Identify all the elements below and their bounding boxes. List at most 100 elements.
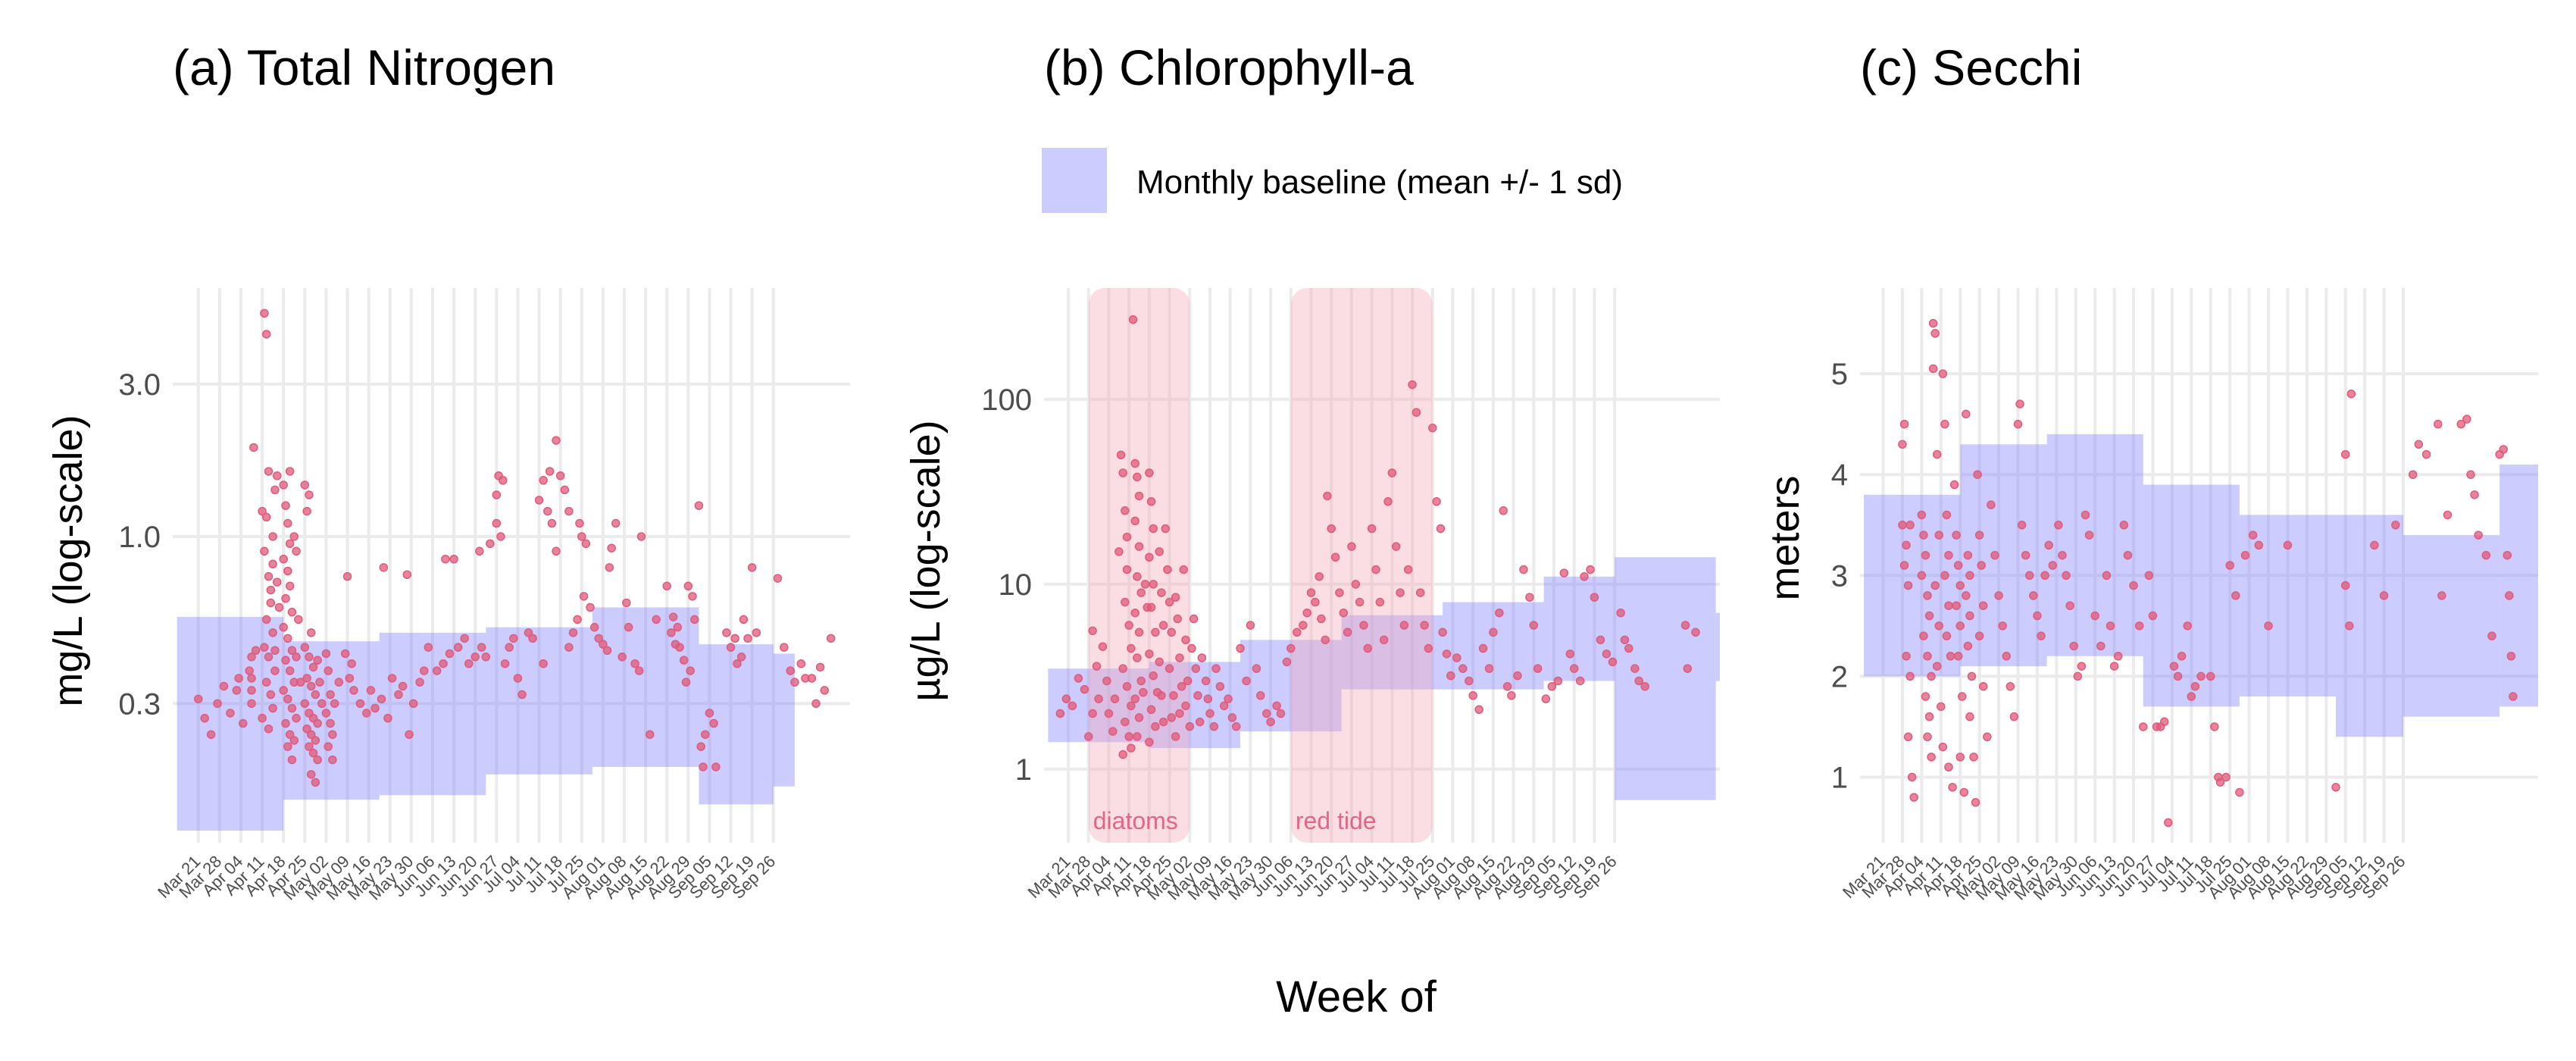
event-shades: diatoms red tide: [1088, 288, 1433, 843]
data-point: [2466, 470, 2475, 479]
data-point: [394, 690, 403, 700]
data-point: [306, 730, 316, 739]
data-point: [586, 602, 595, 612]
data-point: [1130, 459, 1140, 468]
data-point: [1924, 712, 1934, 721]
data-point: [1246, 621, 1255, 630]
data-point: [1321, 635, 1330, 645]
data-point: [302, 724, 311, 734]
data-point: [324, 742, 333, 751]
baseline-band-1: [177, 617, 284, 831]
data-point: [321, 709, 331, 718]
data-point: [1134, 491, 1144, 501]
data-point: [1930, 329, 1940, 338]
data-point: [607, 543, 616, 552]
data-point: [1930, 581, 1940, 590]
data-point: [285, 539, 295, 549]
data-point: [283, 634, 292, 643]
data-point: [1974, 530, 1984, 540]
data-point: [1965, 571, 1974, 581]
data-point: [1465, 676, 1474, 686]
data-point: [445, 649, 455, 659]
data-point: [285, 730, 295, 739]
data-point: [696, 742, 705, 751]
data-point: [345, 674, 355, 683]
data-point: [1977, 561, 1986, 570]
data-point: [1495, 608, 1504, 618]
data-point: [1965, 712, 1974, 721]
data-point: [2096, 641, 2106, 651]
data-point: [2474, 530, 2483, 540]
data-point: [2106, 621, 2115, 631]
data-point: [226, 709, 235, 718]
data-point: [528, 634, 537, 643]
data-point: [2048, 561, 2058, 570]
data-point: [266, 585, 276, 595]
data-point: [1978, 601, 1988, 610]
data-point: [1227, 713, 1237, 722]
data-point: [573, 615, 582, 624]
data-point: [2503, 550, 2512, 560]
panel-chlorophyll-a: (b) Chlorophyll-a µg/L (log-scale) diato…: [903, 39, 1720, 904]
data-point: [722, 628, 731, 637]
data-point: [281, 593, 290, 603]
data-point: [415, 678, 424, 687]
x-axis-title: Week of: [1276, 972, 1437, 1022]
data-point: [261, 615, 271, 624]
data-point: [820, 686, 830, 695]
data-point: [2065, 601, 2074, 610]
data-point: [1209, 721, 1219, 731]
data-point: [1944, 762, 1953, 771]
data-point: [2434, 419, 2443, 429]
data-points: [1055, 315, 1700, 759]
data-point: [1158, 621, 1168, 630]
data-point: [300, 480, 310, 490]
data-point: [743, 634, 752, 643]
data-point: [326, 718, 335, 728]
data-point: [1276, 709, 1286, 718]
data-point: [2225, 561, 2234, 570]
data-point: [1343, 628, 1352, 637]
baseline-band-7: [1615, 557, 1716, 800]
data-point: [1640, 682, 1649, 691]
data-point: [1134, 628, 1144, 637]
data-point: [475, 546, 484, 556]
data-point: [2196, 671, 2206, 681]
data-point: [292, 653, 301, 662]
data-point: [270, 666, 280, 675]
data-point: [1408, 380, 1417, 390]
data-point: [1375, 597, 1385, 607]
data-point: [539, 476, 548, 485]
data-point: [1088, 709, 1097, 718]
data-point: [1452, 653, 1462, 662]
data-point: [517, 690, 527, 700]
data-point: [287, 646, 297, 655]
data-point: [1124, 621, 1133, 630]
data-point: [2499, 445, 2508, 454]
data-point: [747, 563, 757, 572]
baseline-band-4: [2143, 484, 2240, 707]
data-point: [274, 602, 284, 612]
data-point: [349, 686, 358, 695]
data-point: [264, 571, 274, 581]
data-point: [1921, 692, 1930, 701]
data-point: [268, 532, 277, 541]
data-point: [1932, 449, 1942, 459]
data-point: [464, 659, 474, 668]
data-point: [300, 643, 310, 652]
data-point: [258, 506, 267, 516]
event-label-diatoms: diatoms: [1093, 807, 1178, 834]
data-point: [1195, 717, 1205, 727]
data-point: [1938, 369, 1948, 378]
data-point: [1167, 713, 1177, 722]
data-point: [1262, 709, 1271, 718]
data-point: [1468, 691, 1477, 700]
data-point: [499, 476, 508, 485]
data-point: [1201, 676, 1211, 686]
baseline-band-7: [2403, 535, 2500, 717]
data-point: [1121, 597, 1130, 607]
data-point: [1934, 621, 1943, 631]
data-point: [815, 662, 825, 672]
data-point: [579, 592, 589, 601]
